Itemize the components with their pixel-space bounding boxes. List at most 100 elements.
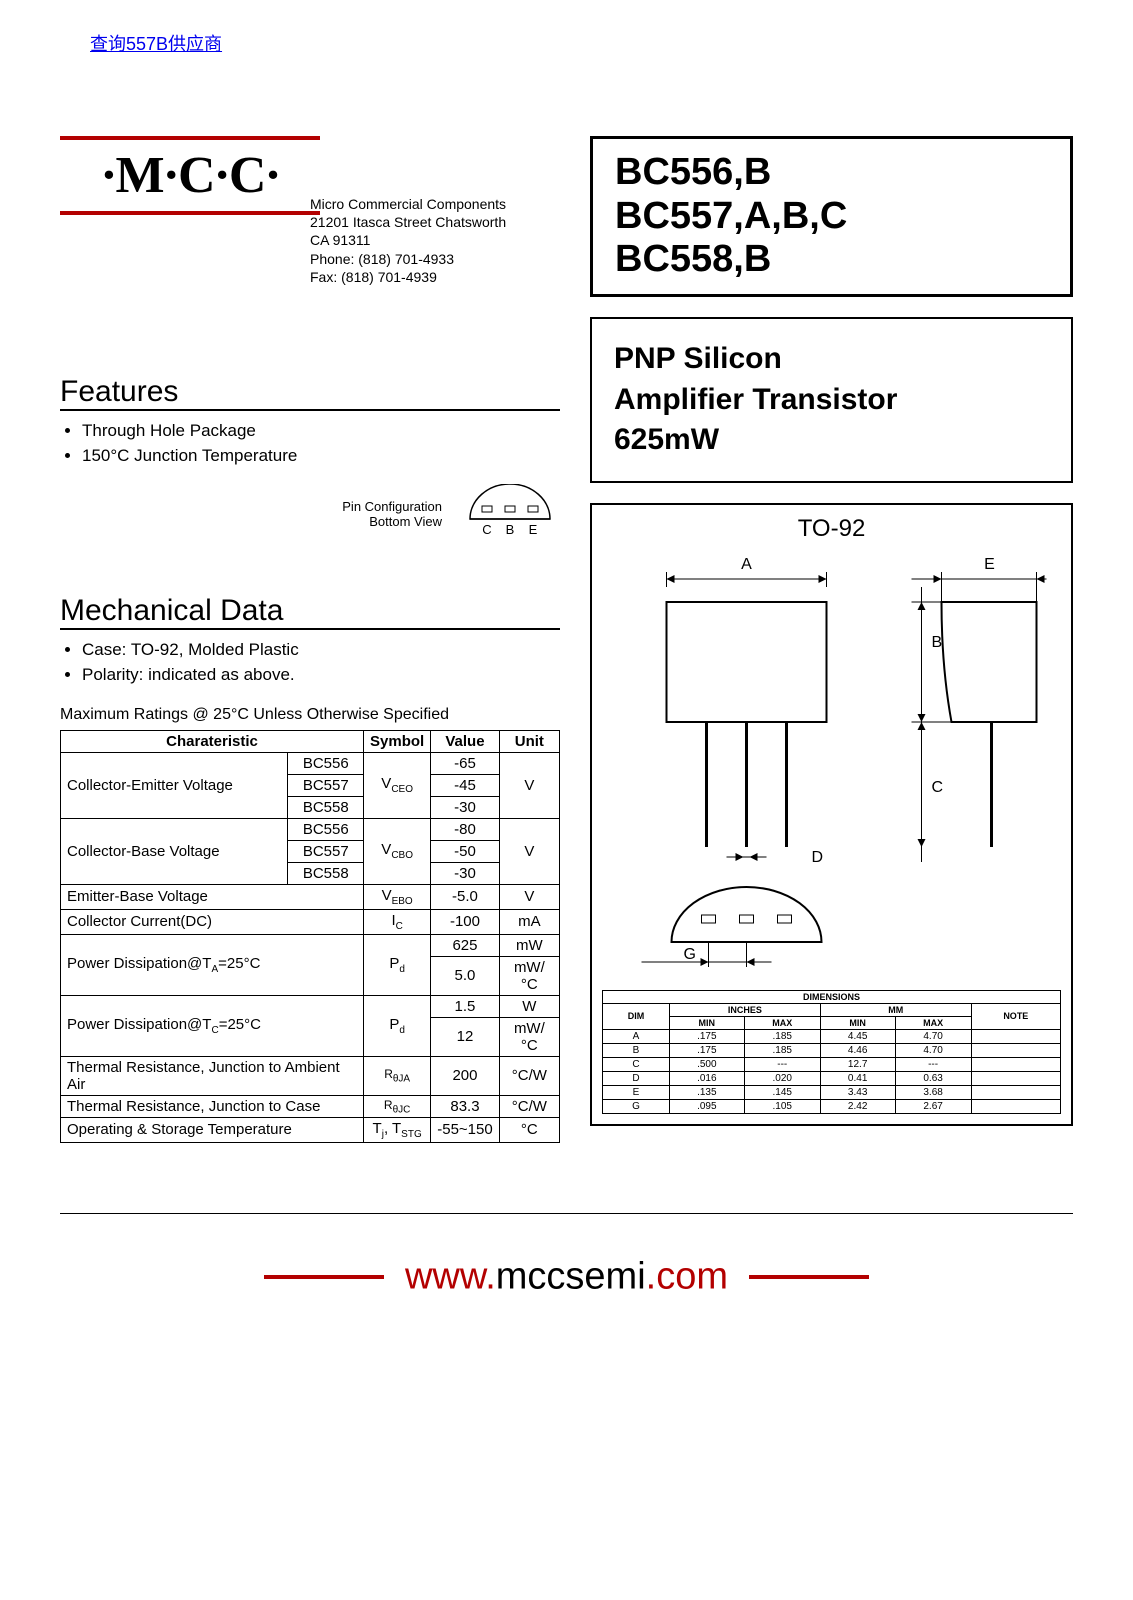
pin-config-line: Pin Configuration	[60, 499, 442, 515]
footer-url: www.mccsemi.com	[60, 1254, 1073, 1298]
mech-item: Case: TO-92, Molded Plastic	[82, 638, 560, 663]
footer-com: .com	[646, 1255, 728, 1297]
mech-heading: Mechanical Data	[60, 594, 560, 630]
dimensions-table: DIMENSIONS DIM INCHES MM NOTE MIN MAX MI…	[602, 990, 1061, 1114]
ratings-cell: 12	[431, 1017, 499, 1056]
package-diagram-icon: A E	[602, 547, 1061, 977]
dims-header: MIN	[820, 1016, 895, 1029]
dims-cell	[971, 1043, 1060, 1057]
footer-www: www.	[405, 1255, 496, 1297]
package-box: TO-92 A E	[590, 503, 1073, 1126]
dims-cell: 2.42	[820, 1099, 895, 1113]
ratings-cell: -30	[431, 796, 499, 818]
ratings-cell: -100	[431, 909, 499, 934]
dims-cell: G	[603, 1099, 670, 1113]
address-line: 21201 Itasca Street Chatsworth	[310, 213, 506, 231]
footer-line-icon	[264, 1275, 384, 1279]
ratings-cell: Emitter-Base Voltage	[61, 884, 364, 909]
svg-text:G: G	[684, 946, 696, 963]
footer-divider	[60, 1213, 1073, 1214]
footer-line-icon	[749, 1275, 869, 1279]
ratings-cell: V	[499, 818, 559, 884]
ratings-cell: Tj, TSTG	[364, 1117, 431, 1142]
ratings-cell: 200	[431, 1056, 499, 1095]
dims-cell: 4.46	[820, 1043, 895, 1057]
pin-config-caption: Pin Configuration Bottom View	[60, 499, 442, 530]
left-column: ·M·C·C· Micro Commercial Components 2120…	[60, 136, 560, 1143]
ratings-cell: Operating & Storage Temperature	[61, 1117, 364, 1142]
right-column: BC556,B BC557,A,B,C BC558,B PNP Silicon …	[590, 136, 1073, 1143]
dims-cell: .185	[744, 1029, 820, 1043]
dims-cell: 4.45	[820, 1029, 895, 1043]
ratings-cell: °C/W	[499, 1095, 559, 1117]
dims-cell: 3.68	[895, 1085, 971, 1099]
dims-cell: .095	[669, 1099, 744, 1113]
ratings-cell: Pd	[364, 995, 431, 1056]
ratings-cell: -65	[431, 752, 499, 774]
dims-cell: ---	[744, 1057, 820, 1071]
svg-text:D: D	[812, 849, 824, 866]
ratings-cell: BC556	[288, 752, 364, 774]
dims-cell: .135	[669, 1085, 744, 1099]
dims-header: MAX	[744, 1016, 820, 1029]
ratings-cell: °C/W	[499, 1056, 559, 1095]
address-line: Phone: (818) 701-4933	[310, 250, 506, 268]
ratings-cell: -30	[431, 862, 499, 884]
dims-cell: A	[603, 1029, 670, 1043]
ratings-cell: Thermal Resistance, Junction to Case	[61, 1095, 364, 1117]
mech-list: Case: TO-92, Molded Plastic Polarity: in…	[82, 638, 560, 687]
pin-label: E	[529, 522, 538, 537]
dims-cell: 0.41	[820, 1071, 895, 1085]
ratings-cell: BC557	[288, 840, 364, 862]
ratings-caption: Maximum Ratings @ 25°C Unless Otherwise …	[60, 706, 560, 724]
title-line: BC557,A,B,C	[615, 195, 1048, 239]
dims-cell: B	[603, 1043, 670, 1057]
dims-cell: 2.67	[895, 1099, 971, 1113]
ratings-cell: Pd	[364, 934, 431, 995]
ratings-cell: W	[499, 995, 559, 1017]
pin-config-block: Pin Configuration Bottom View C B E	[60, 484, 560, 544]
dims-cell: 4.70	[895, 1043, 971, 1057]
dims-cell: 12.7	[820, 1057, 895, 1071]
pin-label: C	[482, 522, 491, 537]
ratings-cell: Power Dissipation@TC=25°C	[61, 995, 364, 1056]
package-label: TO-92	[602, 515, 1061, 543]
footer-domain: mccsemi	[496, 1255, 646, 1297]
feature-item: 150°C Junction Temperature	[82, 444, 560, 469]
dims-cell	[971, 1085, 1060, 1099]
dims-cell	[971, 1071, 1060, 1085]
dims-cell: .105	[744, 1099, 820, 1113]
ratings-cell: Collector-Base Voltage	[61, 818, 288, 884]
ratings-header: Value	[431, 730, 499, 752]
ratings-table: Charateristic Symbol Value Unit Collecto…	[60, 730, 560, 1143]
description-box: PNP Silicon Amplifier Transistor 625mW	[590, 317, 1073, 483]
ratings-cell: -80	[431, 818, 499, 840]
dims-header: MIN	[669, 1016, 744, 1029]
ratings-cell: BC556	[288, 818, 364, 840]
dims-cell: .020	[744, 1071, 820, 1085]
title-line: BC558,B	[615, 238, 1048, 282]
subtitle-line: PNP Silicon	[614, 339, 1049, 380]
ratings-cell: VEBO	[364, 884, 431, 909]
logo-box: ·M·C·C·	[60, 136, 320, 215]
dims-cell: E	[603, 1085, 670, 1099]
address-line: CA 91311	[310, 231, 506, 249]
top-link[interactable]: 查询557B供应商	[90, 30, 222, 56]
dims-cell	[971, 1057, 1060, 1071]
dims-cell: .175	[669, 1029, 744, 1043]
ratings-cell: BC558	[288, 796, 364, 818]
feature-item: Through Hole Package	[82, 419, 560, 444]
ratings-cell: -45	[431, 774, 499, 796]
ratings-cell: 625	[431, 934, 499, 956]
dims-cell	[971, 1099, 1060, 1113]
dims-header: MM	[820, 1003, 971, 1016]
dims-cell	[971, 1029, 1060, 1043]
dims-cell: 0.63	[895, 1071, 971, 1085]
ratings-header: Charateristic	[61, 730, 364, 752]
ratings-cell: RθJC	[364, 1095, 431, 1117]
svg-text:C: C	[932, 779, 944, 796]
svg-text:E: E	[984, 556, 995, 573]
dims-header: NOTE	[971, 1003, 1060, 1029]
dims-cell: .016	[669, 1071, 744, 1085]
logo-text: ·M·C·C·	[100, 147, 280, 204]
